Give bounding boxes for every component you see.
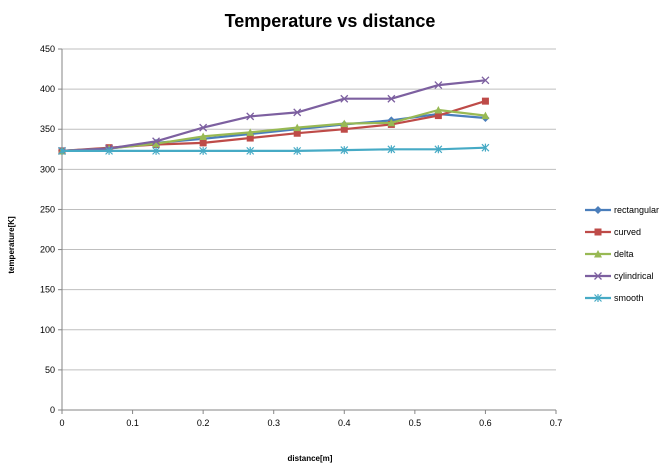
x-tick-label: 0.3	[267, 418, 280, 428]
y-tick-label: 300	[40, 164, 55, 174]
legend-marker	[594, 228, 602, 236]
x-tick-label: 0.7	[550, 418, 563, 428]
legend-label: rectangular	[614, 205, 659, 215]
tick-labels: 0 50 100 150 200 250 300 350 400 450 0 0.1 0.2 0.3 0.4…	[40, 44, 562, 428]
legend-item-rectangular: rectangular	[585, 205, 659, 215]
series-delta	[58, 105, 490, 155]
data-point-smooth	[387, 145, 396, 154]
x-axis-label: distance[m]	[288, 454, 333, 463]
data-point-cylindrical	[199, 123, 208, 132]
chart-title: Temperature vs distance	[225, 11, 436, 31]
data-point-delta	[199, 132, 208, 140]
data-point-curved	[434, 112, 442, 120]
data-point-delta	[293, 123, 302, 132]
x-tick-label: 0.4	[338, 418, 351, 428]
gridlines	[62, 48, 556, 371]
data-point-cylindrical	[293, 108, 302, 117]
y-tick-label: 50	[45, 365, 55, 375]
data-point-smooth	[434, 145, 443, 154]
x-tick-label: 0.1	[126, 418, 139, 428]
legend-label: smooth	[614, 293, 644, 303]
data-point-cylindrical	[481, 76, 490, 85]
y-tick-label: 250	[40, 204, 55, 214]
data-point-delta	[434, 105, 443, 114]
y-tick-label: 350	[40, 124, 55, 134]
data-point-cylindrical	[387, 94, 396, 103]
data-point-smooth	[152, 146, 160, 155]
legend-label: curved	[614, 227, 641, 237]
series-smooth	[58, 143, 490, 155]
data-point-curved	[481, 97, 489, 105]
legend: rectangular curved delta cylindrical smooth	[585, 205, 659, 303]
legend-marker	[594, 206, 602, 214]
y-tick-label: 150	[40, 285, 55, 295]
data-point-delta	[152, 139, 161, 148]
data-point-cylindrical	[434, 81, 443, 90]
data-point-curved	[340, 125, 348, 133]
y-tick-label: 450	[40, 44, 55, 54]
data-point-smooth	[58, 146, 66, 155]
data-point-curved	[293, 129, 301, 137]
series-line-curved	[61, 100, 486, 152]
y-tick-label: 200	[40, 245, 55, 255]
data-point-smooth	[481, 143, 490, 152]
data-point-delta	[387, 118, 396, 127]
axes	[58, 48, 557, 414]
data-point-smooth	[105, 146, 113, 155]
y-tick-label: 400	[40, 84, 55, 94]
data-point-cylindrical	[246, 112, 255, 121]
legend-label: delta	[614, 249, 634, 259]
data-point-smooth	[199, 146, 208, 155]
x-tick-label: 0.6	[479, 418, 492, 428]
data-point-delta	[246, 128, 255, 136]
y-tick-label: 0	[50, 405, 55, 415]
series-line-delta	[61, 108, 486, 152]
y-axis-label: temperature[K]	[7, 216, 16, 274]
series-layer	[58, 76, 490, 155]
legend-item-smooth: smooth	[585, 293, 644, 303]
legend-item-cylindrical: cylindrical	[585, 271, 654, 281]
series-line-cylindrical	[61, 79, 486, 152]
data-point-delta	[481, 111, 490, 120]
legend-marker	[594, 250, 602, 258]
y-tick-label: 100	[40, 325, 55, 335]
data-point-curved	[246, 134, 254, 142]
x-tick-label: 0.2	[197, 418, 210, 428]
legend-item-curved: curved	[585, 227, 641, 237]
legend-marker	[594, 294, 602, 302]
legend-marker	[594, 272, 602, 280]
legend-item-delta: delta	[585, 249, 634, 259]
series-line-smooth	[62, 146, 486, 152]
data-point-cylindrical	[340, 94, 349, 103]
data-point-smooth	[293, 146, 302, 155]
data-point-delta	[340, 119, 349, 128]
x-tick-label: 0	[59, 418, 64, 428]
data-point-smooth	[340, 146, 349, 155]
data-point-cylindrical	[152, 137, 161, 146]
data-point-smooth	[246, 146, 255, 155]
x-tick-label: 0.5	[409, 418, 422, 428]
legend-label: cylindrical	[614, 271, 654, 281]
data-point-curved	[199, 139, 207, 147]
